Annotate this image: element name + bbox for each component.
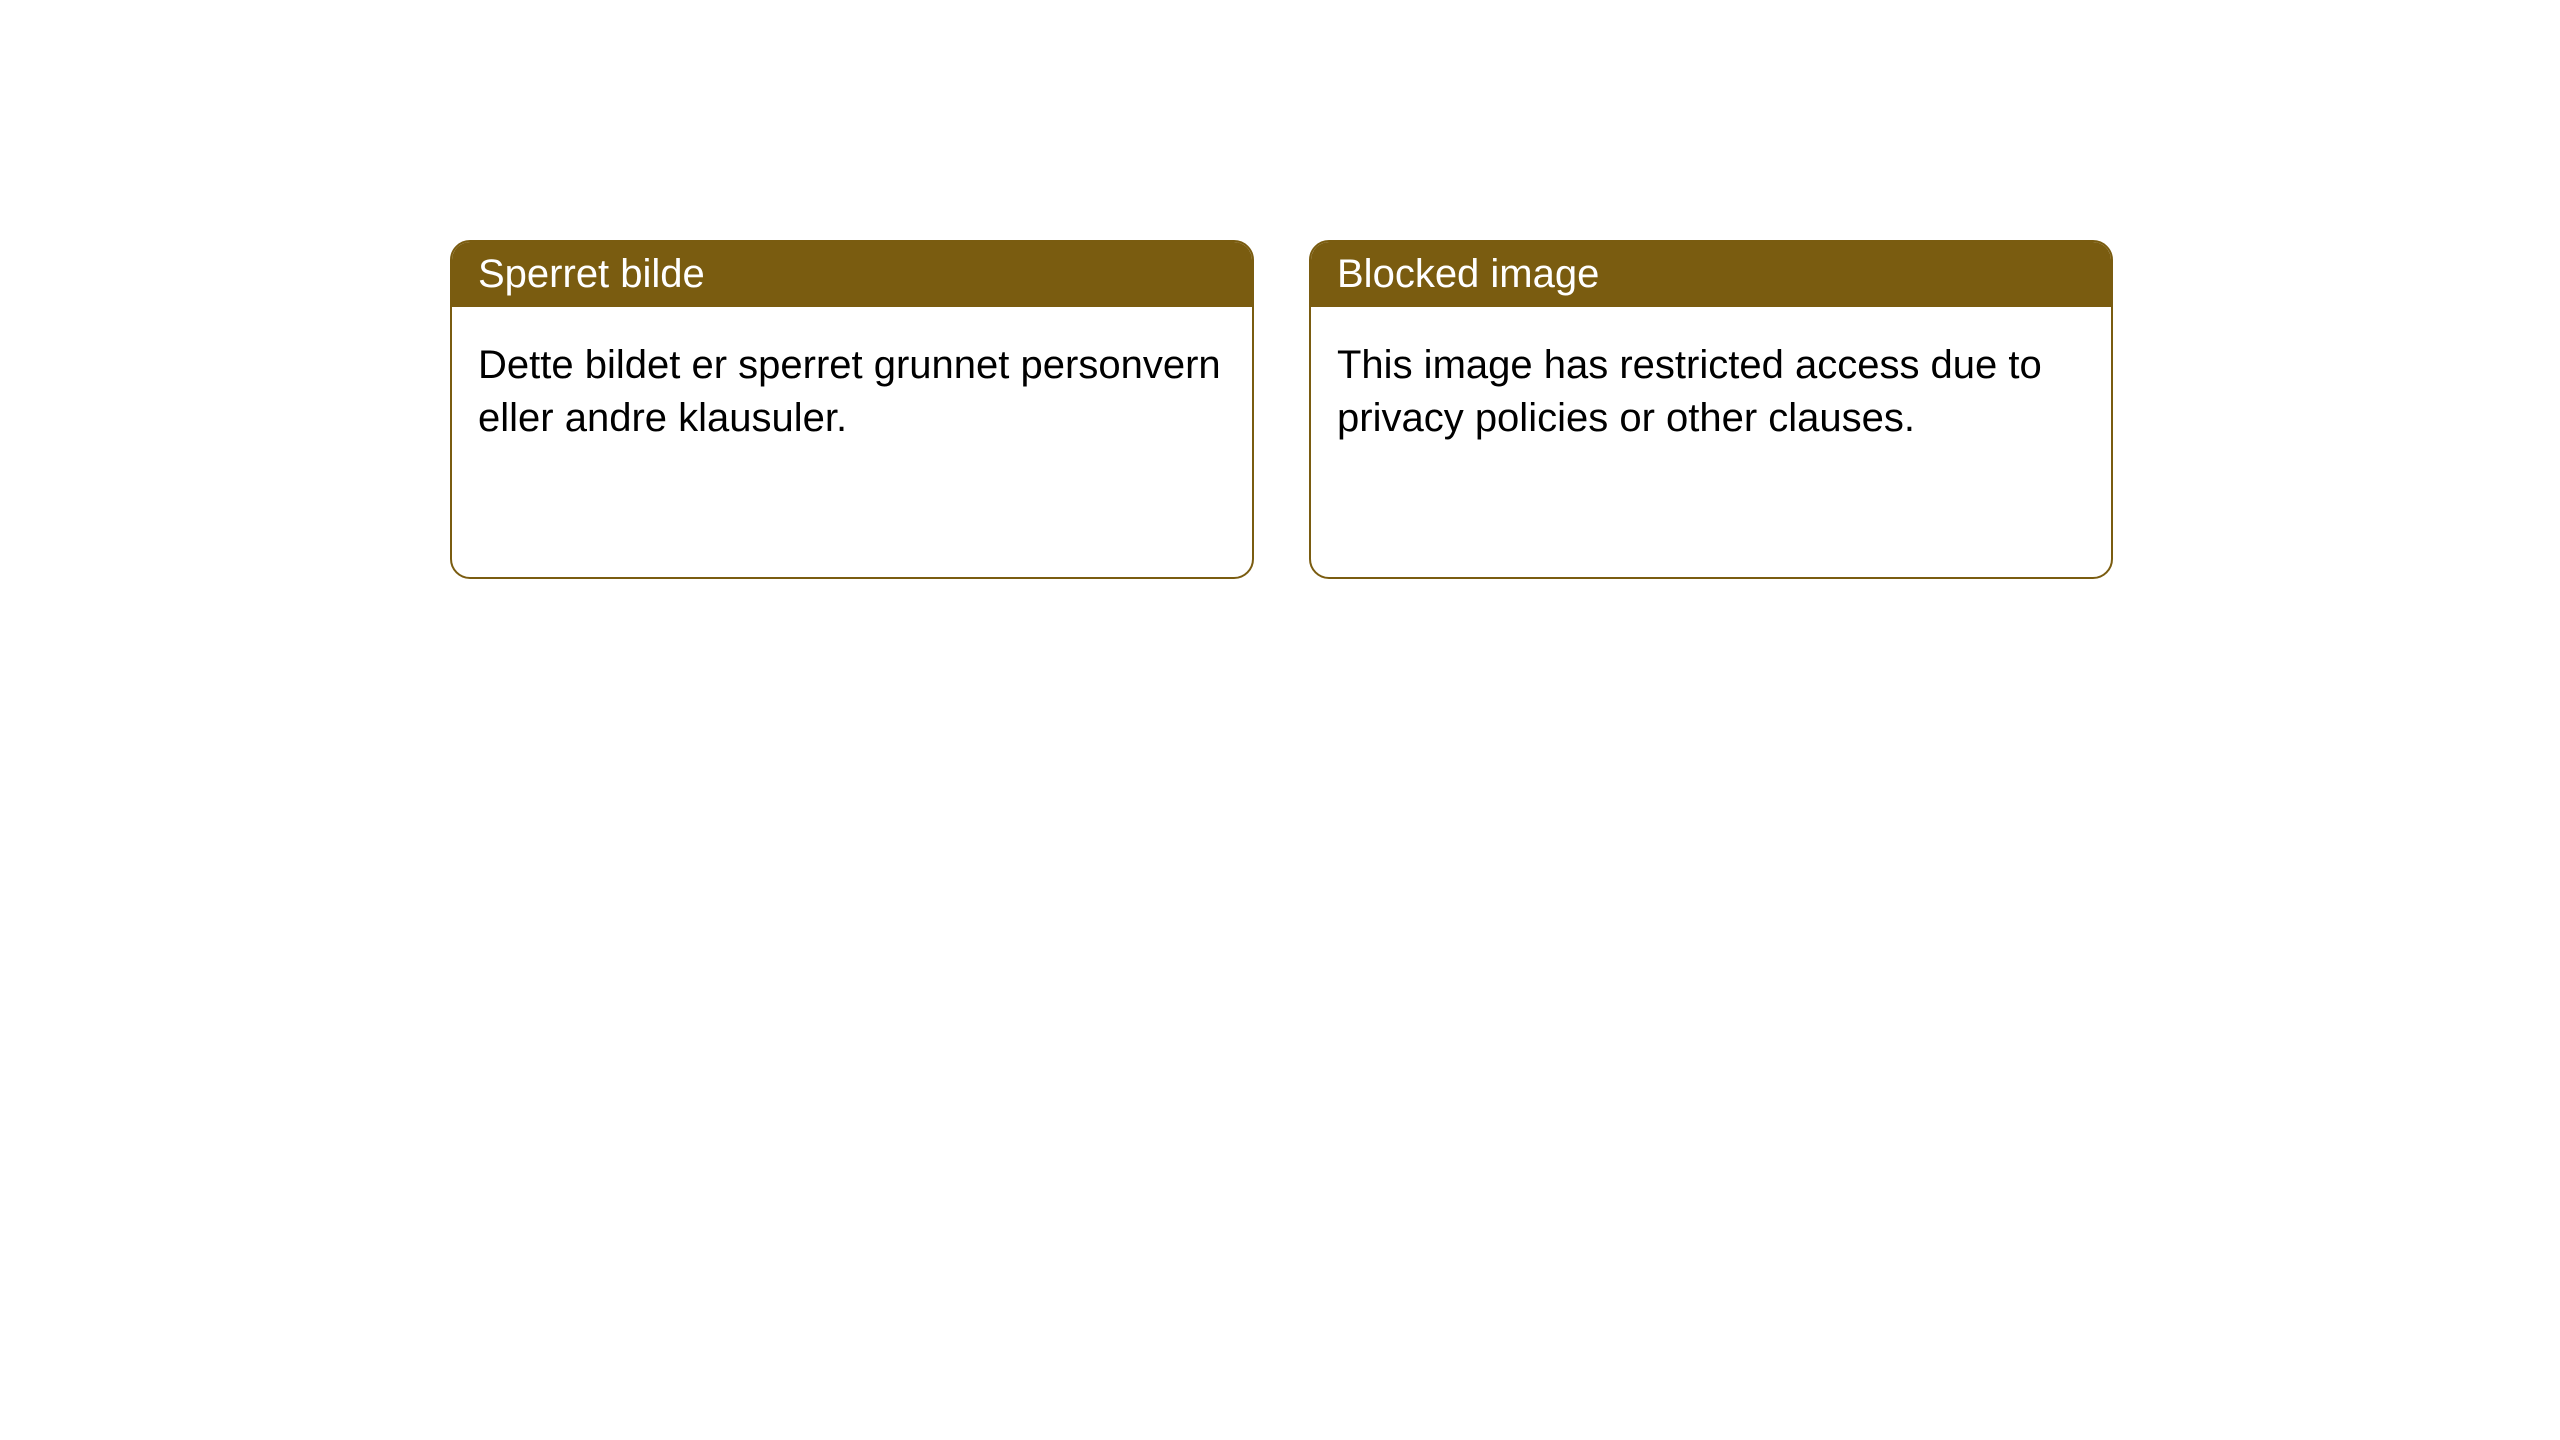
notice-title: Sperret bilde (452, 242, 1252, 307)
notice-container: Sperret bilde Dette bildet er sperret gr… (0, 0, 2560, 579)
notice-title: Blocked image (1311, 242, 2111, 307)
notice-body: Dette bildet er sperret grunnet personve… (452, 307, 1252, 577)
notice-card-english: Blocked image This image has restricted … (1309, 240, 2113, 579)
notice-card-norwegian: Sperret bilde Dette bildet er sperret gr… (450, 240, 1254, 579)
notice-body: This image has restricted access due to … (1311, 307, 2111, 577)
